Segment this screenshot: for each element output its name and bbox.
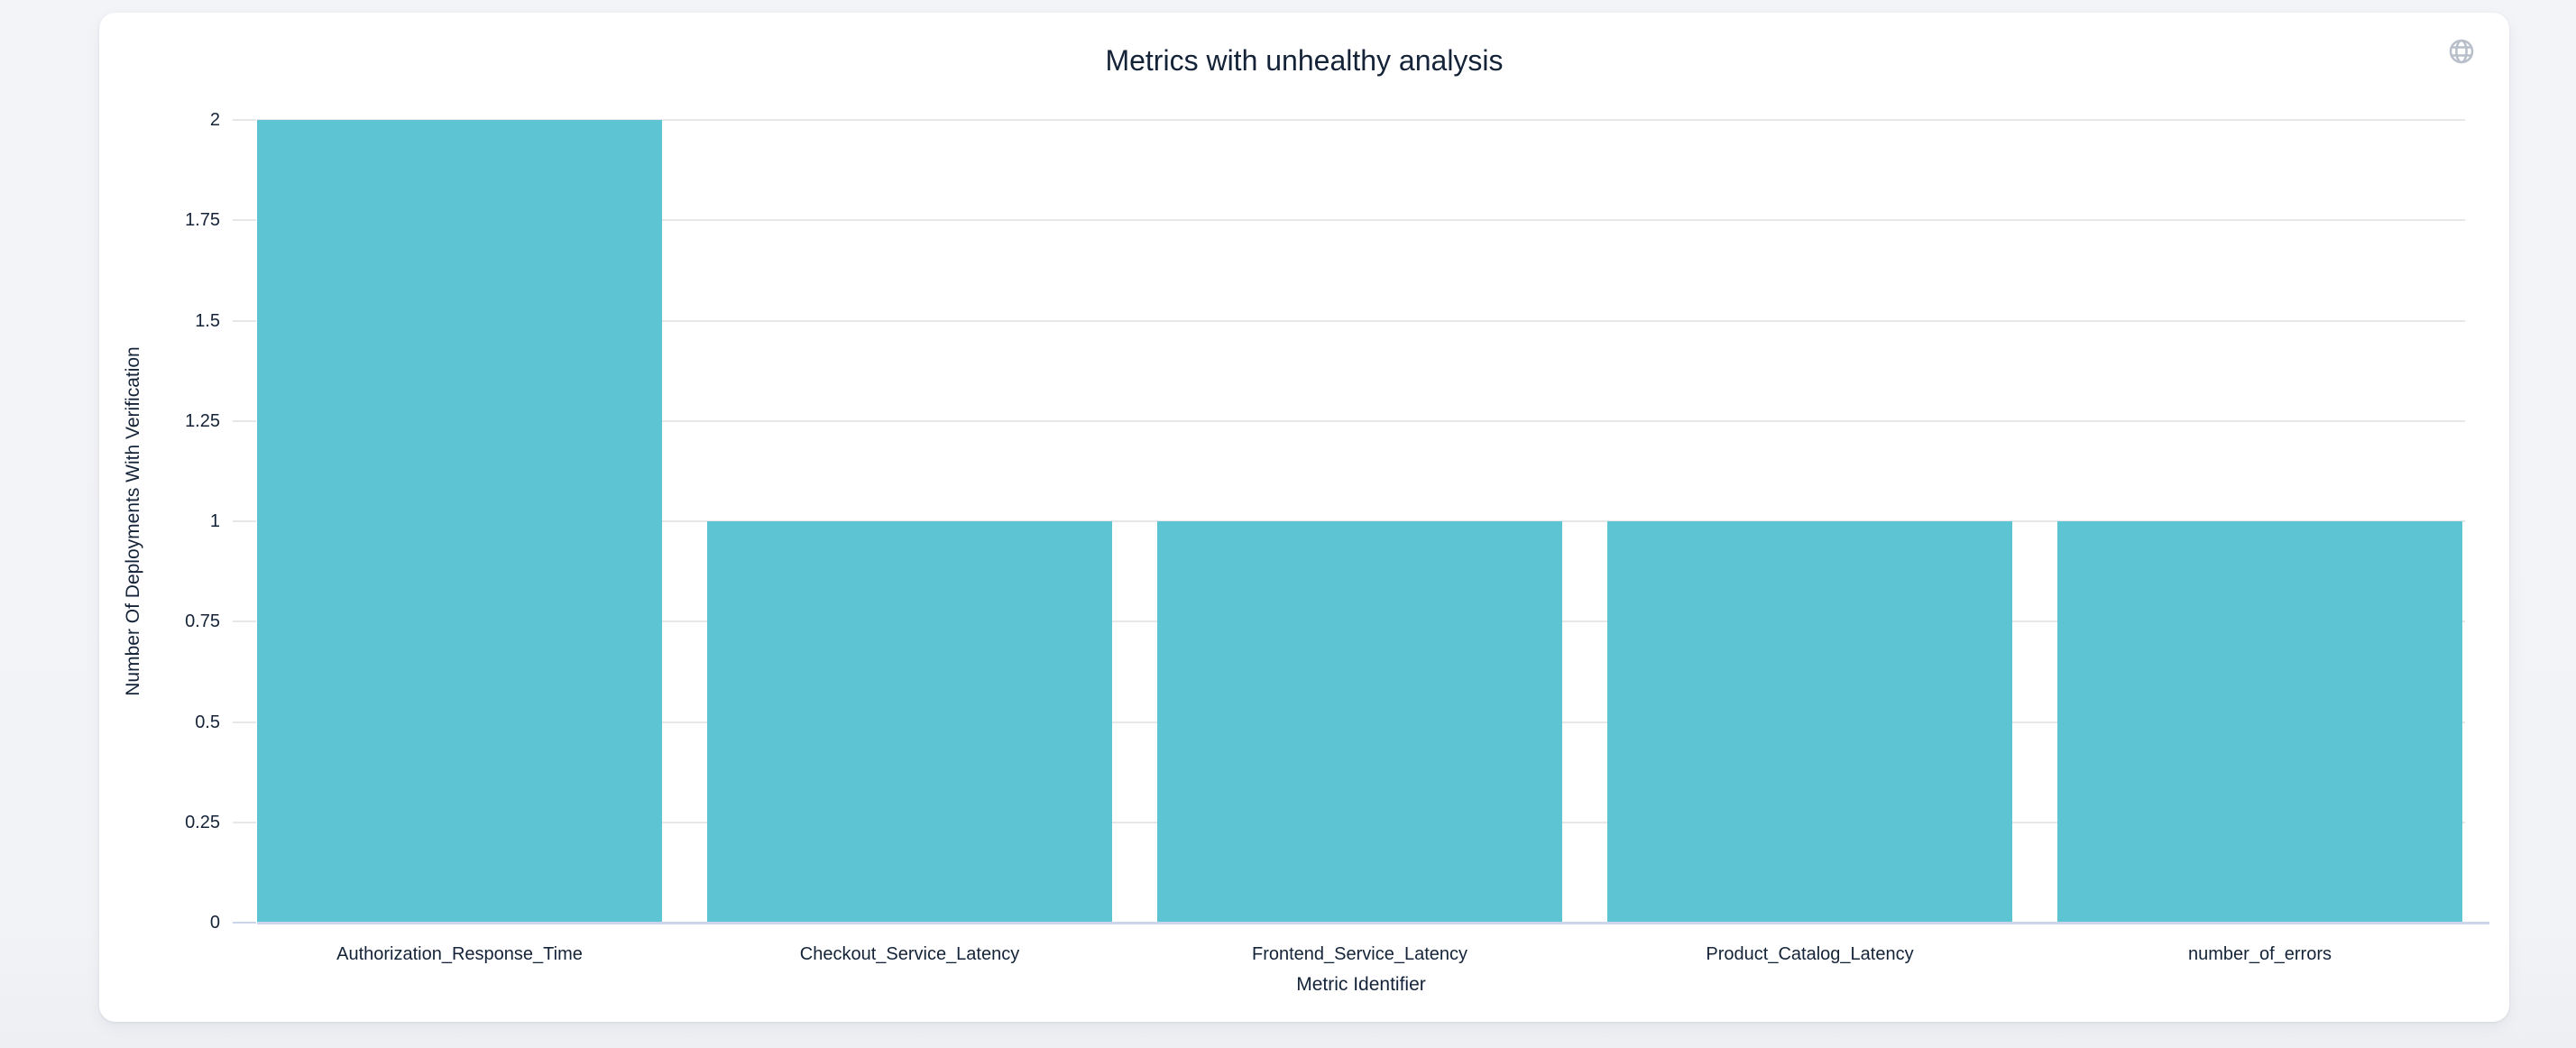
x-tick-label-Frontend_Service_Latency: Frontend_Service_Latency [1251,944,1468,964]
chart-title: Metrics with unhealthy analysis [1105,44,1504,77]
y-axis-tick [233,119,256,121]
y-tick-label: 1 [209,511,220,531]
bar-Frontend_Service_Latency[interactable] [1157,521,1562,923]
gridline [257,319,2465,322]
y-axis-tick [233,922,256,924]
x-axis-title: Metric Identifier [1296,974,1426,995]
gridline [257,419,2465,422]
x-tick-label-Product_Catalog_Latency: Product_Catalog_Latency [1706,944,1914,964]
y-axis-tick [233,520,256,522]
y-tick-label: 1.75 [185,210,220,231]
x-tick-label-number_of_errors: number_of_errors [2188,944,2332,964]
gridline [257,119,2465,121]
y-axis-title: Number Of Deployments With Verification [123,346,143,696]
y-axis-tick [233,219,256,222]
bar-Authorization_Response_Time[interactable] [257,120,662,923]
y-tick-label: 0.75 [185,611,220,632]
y-axis-tick [233,419,256,422]
bar-Product_Catalog_Latency[interactable] [1607,521,2012,923]
y-axis-tick [233,821,256,823]
y-axis-tick [233,621,256,623]
bar-number_of_errors[interactable] [2057,521,2462,923]
chart-card: Metrics with unhealthy analysis 0 0.25 0.5… [99,13,2509,1022]
y-tick-label: 0.25 [185,812,220,832]
y-tick-label: 2 [209,110,220,130]
globe-icon[interactable] [2447,37,2476,66]
y-tick-label: 1.5 [195,310,220,331]
y-tick-label: 0.5 [195,712,220,732]
bar-chart: 0 0.25 0.5 0.75 1 1.25 1.5 1.75 2 Authorization_R… [99,13,2509,1022]
y-tick-label: 1.25 [185,410,220,431]
x-tick-label-Authorization_Response_Time: Authorization_Response_Time [336,944,583,964]
x-tick-label-Checkout_Service_Latency: Checkout_Service_Latency [799,944,1020,964]
y-axis-tick [233,721,256,723]
y-axis-tick [233,319,256,322]
gridline [257,219,2465,222]
bar-Checkout_Service_Latency[interactable] [707,521,1112,923]
x-axis-line [257,922,2489,924]
y-tick-label: 0 [209,913,220,933]
